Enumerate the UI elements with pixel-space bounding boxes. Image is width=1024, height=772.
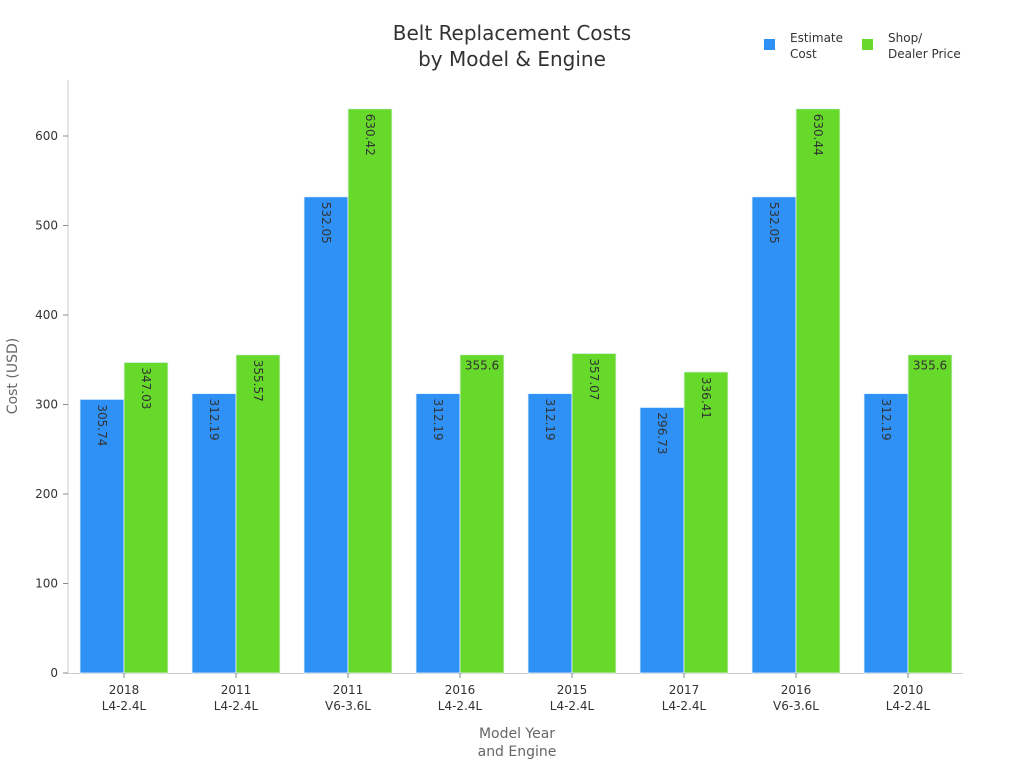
- bar: [459, 354, 505, 674]
- bar: [235, 354, 281, 674]
- legend-label-estimate-1: Estimate: [790, 31, 843, 45]
- bar-value-label: 305.74: [95, 404, 109, 446]
- bar: [347, 108, 393, 674]
- bar-value-label: 312.19: [431, 399, 445, 441]
- bar-value-label: 532.05: [319, 202, 333, 244]
- bar: [639, 407, 685, 674]
- x-tick-label-engine: V6-3.6L: [325, 699, 371, 713]
- x-tick-label-engine: L4-2.4L: [102, 699, 147, 713]
- x-tick-label-engine: L4-2.4L: [438, 699, 483, 713]
- bar-value-label: 355.57: [251, 360, 265, 402]
- x-tick-label-year: 2011: [221, 683, 252, 697]
- bar-value-label: 355.6: [913, 359, 947, 373]
- y-tick-label: 100: [35, 577, 58, 591]
- x-axis-label-line-2: and Engine: [478, 744, 557, 760]
- chart-title-line-1: Belt Replacement Costs: [393, 21, 631, 45]
- bar-value-label: 630.42: [363, 114, 377, 156]
- x-tick-label-engine: L4-2.4L: [886, 699, 931, 713]
- x-tick-label-year: 2010: [893, 683, 924, 697]
- x-tick-label-engine: L4-2.4L: [662, 699, 707, 713]
- bar-value-label: 347.03: [139, 367, 153, 409]
- y-tick-label: 400: [35, 308, 58, 322]
- chart-title: Belt Replacement Costs by Model & Engine: [393, 21, 631, 71]
- y-tick-label: 600: [35, 129, 58, 143]
- y-tick-label: 200: [35, 487, 58, 501]
- bar-value-label: 336.41: [699, 377, 713, 419]
- y-tick-label: 0: [50, 666, 58, 680]
- legend-label-shop-2: Dealer Price: [888, 47, 961, 61]
- bar: [795, 108, 841, 674]
- y-tick-label: 500: [35, 219, 58, 233]
- bar-value-label: 312.19: [207, 399, 221, 441]
- bar: [863, 393, 909, 674]
- y-axis-label: Cost (USD): [5, 338, 21, 414]
- bar-value-label: 312.19: [543, 399, 557, 441]
- x-tick-label-year: 2016: [445, 683, 476, 697]
- bar-value-label: 532.05: [767, 202, 781, 244]
- x-tick-label-engine: L4-2.4L: [214, 699, 259, 713]
- bar: [907, 354, 953, 674]
- chart-title-line-2: by Model & Engine: [418, 47, 606, 71]
- legend-swatch-estimate: [764, 39, 775, 50]
- x-axis-label-line-1: Model Year: [479, 726, 555, 742]
- y-tick-label: 300: [35, 398, 58, 412]
- x-tick-label-year: 2015: [557, 683, 588, 697]
- bar: [191, 393, 237, 674]
- legend-swatch-shop: [862, 39, 873, 50]
- x-tick-label-year: 2011: [333, 683, 364, 697]
- bar-value-label: 312.19: [879, 399, 893, 441]
- bar: [123, 362, 169, 674]
- x-tick-label-engine: L4-2.4L: [550, 699, 595, 713]
- bar-value-label: 357.07: [587, 358, 601, 400]
- bar: [303, 196, 349, 674]
- x-tick-label-year: 2016: [781, 683, 812, 697]
- bar: [571, 353, 617, 674]
- legend-label-shop-1: Shop/: [888, 31, 923, 45]
- bar-value-label: 355.6: [465, 359, 499, 373]
- bar: [751, 196, 797, 674]
- bar: [415, 393, 461, 674]
- bar-value-label: 296.73: [655, 412, 669, 454]
- x-tick-label-engine: V6-3.6L: [773, 699, 819, 713]
- x-tick-label-year: 2018: [109, 683, 140, 697]
- legend-label-estimate-2: Cost: [790, 47, 817, 61]
- x-tick-label-year: 2017: [669, 683, 700, 697]
- bar: [683, 371, 729, 674]
- bar: [527, 393, 573, 674]
- legend: Estimate Cost Shop/ Dealer Price: [764, 31, 961, 61]
- bar-value-label: 630.44: [811, 114, 825, 156]
